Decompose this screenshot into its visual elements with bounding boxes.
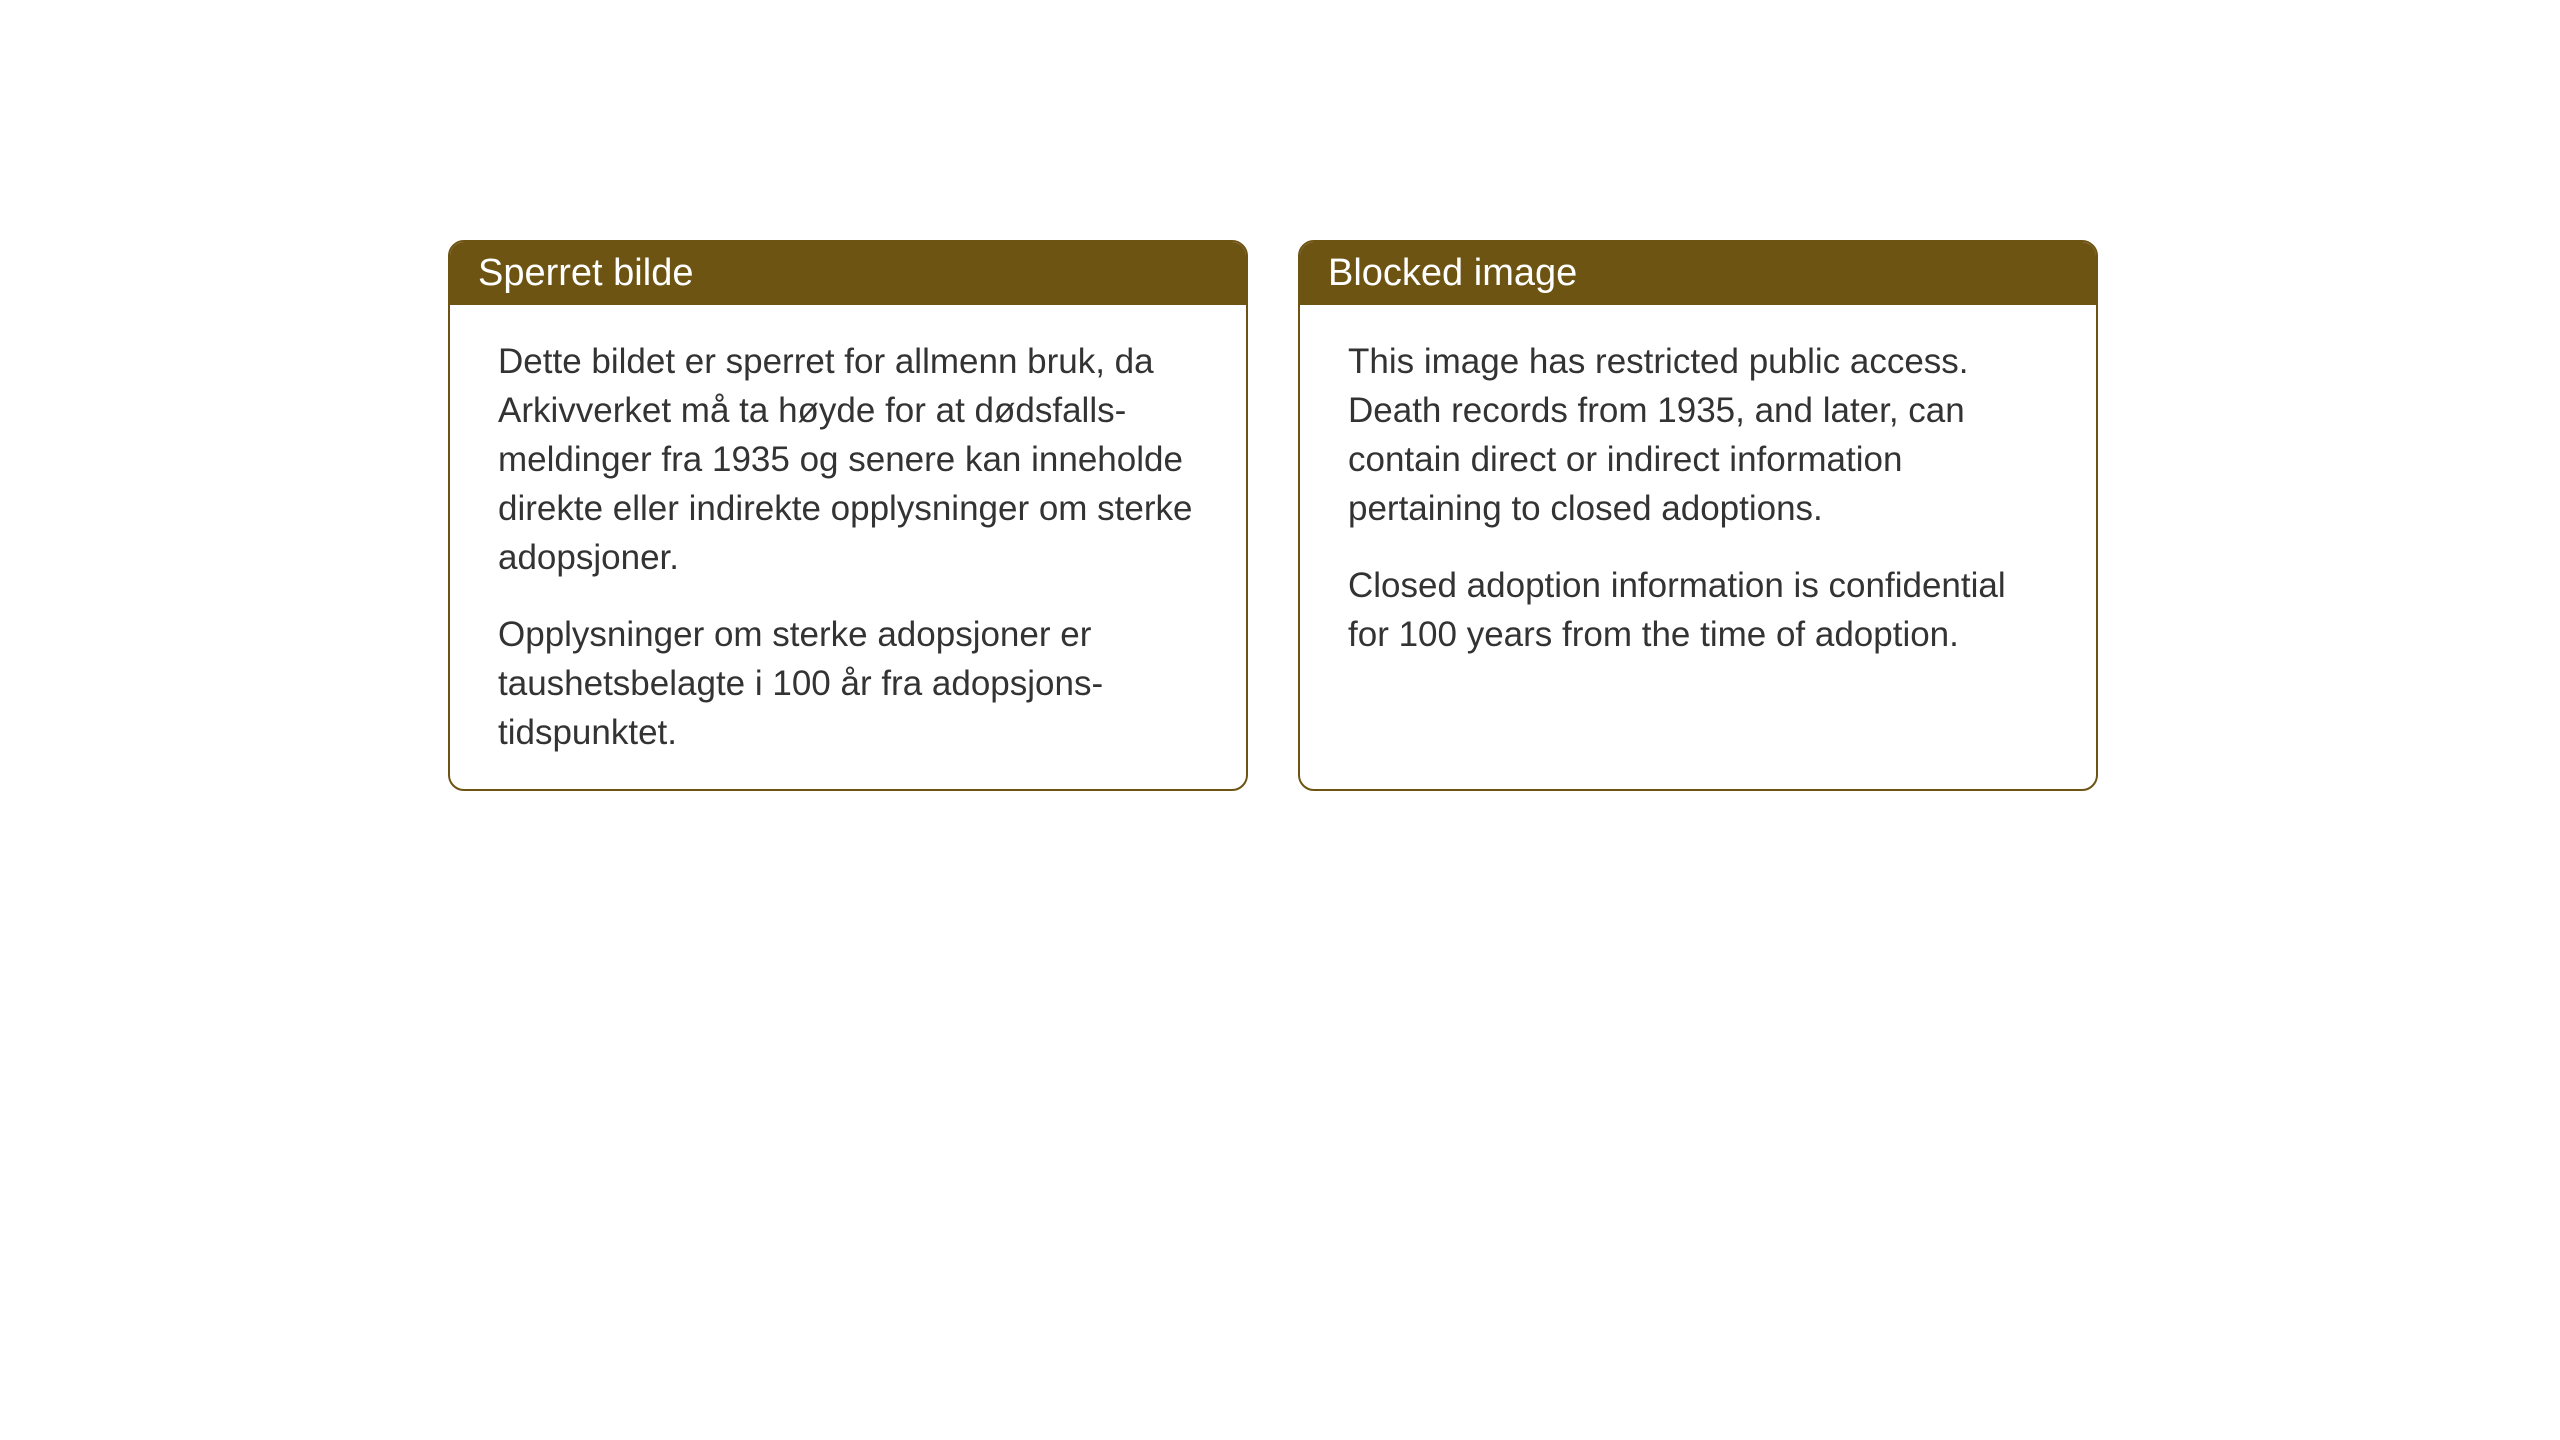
card-norwegian-paragraph-1: Dette bildet er sperret for allmenn bruk… [498,337,1198,582]
cards-container: Sperret bilde Dette bildet er sperret fo… [448,240,2098,791]
card-english-header: Blocked image [1300,242,2096,305]
card-english-paragraph-1: This image has restricted public access.… [1348,337,2048,533]
card-english-paragraph-2: Closed adoption information is confident… [1348,561,2048,659]
card-norwegian: Sperret bilde Dette bildet er sperret fo… [448,240,1248,791]
card-english-title: Blocked image [1328,252,1577,294]
card-norwegian-paragraph-2: Opplysninger om sterke adopsjoner er tau… [498,610,1198,757]
card-norwegian-header: Sperret bilde [450,242,1246,305]
card-norwegian-title: Sperret bilde [478,252,693,294]
card-english: Blocked image This image has restricted … [1298,240,2098,791]
card-norwegian-body: Dette bildet er sperret for allmenn bruk… [450,305,1246,789]
card-english-body: This image has restricted public access.… [1300,305,2096,745]
